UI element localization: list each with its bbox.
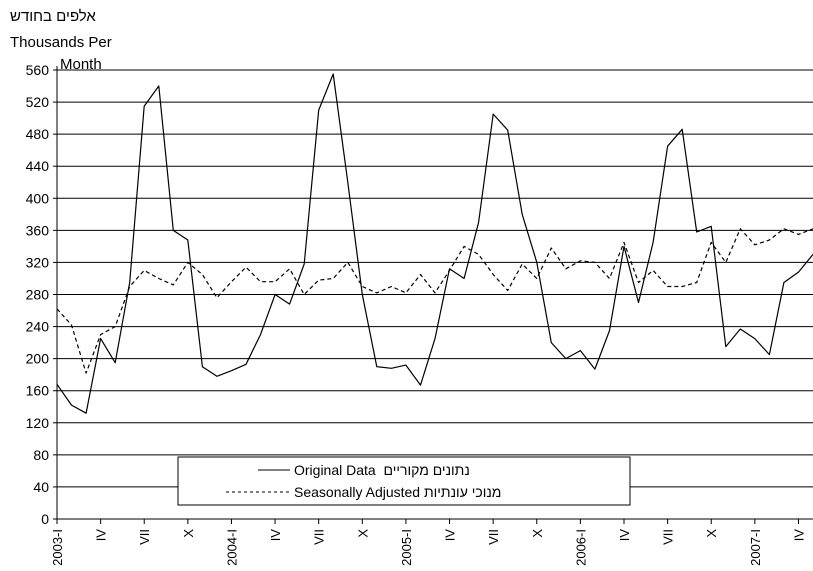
unit-label-hebrew: אלפים בחודש: [10, 8, 96, 25]
x-tick-label: 2007-I: [748, 529, 763, 566]
x-tick-label: IV: [791, 529, 806, 542]
legend-label-original: Original Data נתונים מקוריים: [294, 462, 470, 478]
x-tick-label: X: [181, 529, 196, 538]
x-tick-label: 2006-I: [573, 529, 588, 566]
x-tick-label: IV: [94, 529, 109, 542]
y-tick-label: 280: [26, 287, 50, 303]
legend-label-seasonal: Seasonally Adjusted מנוכי עונתיות: [294, 484, 501, 500]
x-tick-label: VII: [312, 529, 327, 545]
legend-box: [177, 456, 631, 506]
x-tick-label: X: [530, 529, 545, 538]
x-tick-label: 2005-I: [399, 529, 414, 566]
y-tick-label: 80: [33, 447, 49, 463]
y-axis-ticks: 0 40 80 120 160 200 240 280 320 360 400 440 480 520 56…: [26, 62, 57, 527]
x-tick-label: X: [704, 529, 719, 538]
series-line-seasonally-adjusted: [56, 228, 813, 374]
y-tick-label: 400: [26, 190, 50, 206]
y-tick-label: 520: [26, 94, 50, 110]
x-tick-label: 2004-I: [224, 529, 239, 566]
x-axis-ticks: 2003-I IV VII X 2004-I IV VII X 2005-I IV VII X 2006…: [50, 519, 806, 566]
y-tick-label: 480: [26, 126, 50, 142]
x-tick-label: VII: [486, 529, 501, 545]
y-tick-label: 360: [26, 222, 50, 238]
unit-label-english-line2: Month: [60, 56, 102, 73]
x-tick-label: VII: [661, 529, 676, 545]
x-tick-label: X: [355, 529, 370, 538]
y-tick-label: 560: [26, 62, 50, 78]
series-line-original: [56, 73, 813, 414]
y-tick-label: 40: [33, 479, 49, 495]
x-tick-label: VII: [137, 529, 152, 545]
x-tick-label: IV: [268, 529, 283, 542]
y-tick-label: 240: [26, 319, 50, 335]
y-tick-label: 440: [26, 158, 50, 174]
grid-lines: [57, 69, 813, 488]
legend: Original Data נתונים מקוריים Seasonally …: [177, 456, 631, 506]
y-tick-label: 160: [26, 383, 50, 399]
y-tick-label: 120: [26, 415, 50, 431]
x-tick-label: 2003-I: [50, 529, 65, 566]
x-tick-label: IV: [443, 529, 458, 542]
y-tick-label: 0: [41, 511, 49, 527]
unit-label-english-line1: Thousands Per: [10, 34, 112, 51]
y-tick-label: 200: [26, 351, 50, 367]
y-tick-label: 320: [26, 254, 50, 270]
series-layer: [56, 73, 813, 414]
x-tick-label: IV: [617, 529, 632, 542]
